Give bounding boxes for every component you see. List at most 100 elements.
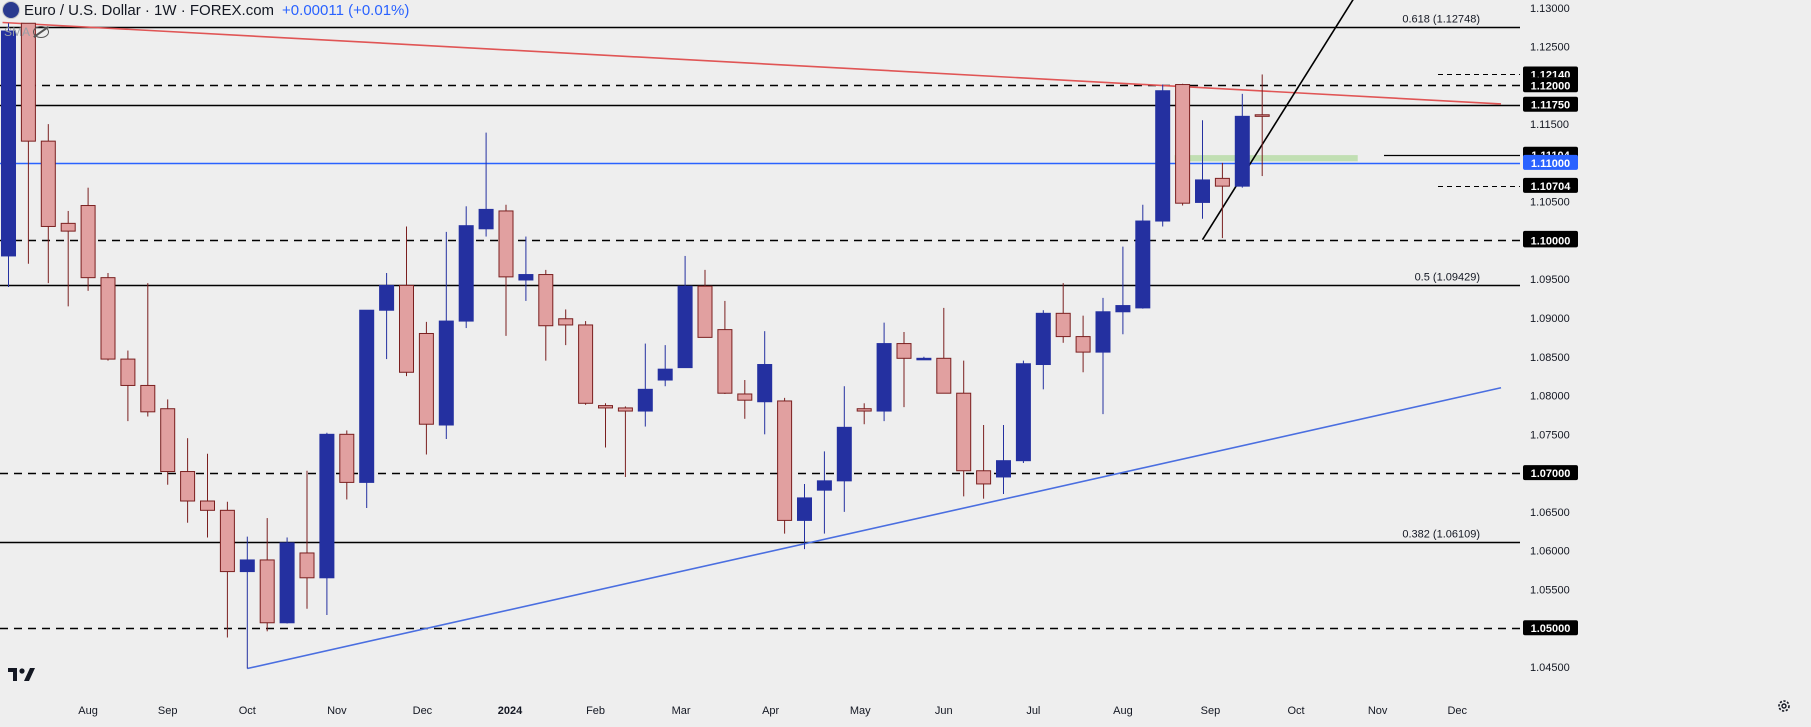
candle[interactable] <box>180 438 196 523</box>
eye-off-icon[interactable] <box>33 26 50 38</box>
candle[interactable] <box>876 322 892 422</box>
candle-body <box>438 320 454 426</box>
y-tick-label: 1.12500 <box>1530 42 1570 54</box>
trendline-2[interactable] <box>1201 0 1358 241</box>
candle[interactable] <box>617 406 633 477</box>
candle[interactable] <box>259 518 275 632</box>
candle[interactable] <box>518 236 534 301</box>
candle[interactable] <box>996 425 1011 495</box>
level-price-text: 1.12000 <box>1531 80 1571 92</box>
candle-body <box>1254 114 1270 117</box>
candle[interactable] <box>498 204 514 336</box>
candle[interactable] <box>478 132 494 237</box>
x-tick-label: Aug <box>1113 705 1133 717</box>
x-tick-label: Dec <box>1447 705 1467 717</box>
candle[interactable] <box>677 255 693 369</box>
candle[interactable] <box>1214 162 1230 239</box>
candle[interactable] <box>896 331 912 408</box>
candle[interactable] <box>1135 204 1151 309</box>
candle[interactable] <box>1254 74 1270 177</box>
candle[interactable] <box>1115 246 1131 335</box>
candle[interactable] <box>200 453 215 538</box>
candle[interactable] <box>1195 120 1210 219</box>
candle-body <box>1155 90 1171 222</box>
candle[interactable] <box>279 537 295 624</box>
candle-body <box>757 364 773 403</box>
x-tick-label: Oct <box>1287 705 1304 717</box>
candle[interactable] <box>797 483 812 550</box>
candle[interactable] <box>1 23 16 287</box>
y-tick-label: 1.06000 <box>1530 546 1570 558</box>
candle-body <box>816 480 832 491</box>
candle[interactable] <box>936 307 952 394</box>
x-tick-label: 2024 <box>498 705 523 717</box>
gear-icon[interactable] <box>1776 698 1792 714</box>
candle[interactable] <box>100 272 116 361</box>
candle[interactable] <box>40 124 56 284</box>
candle[interactable] <box>657 345 673 387</box>
tradingview-logo-icon[interactable] <box>8 667 38 683</box>
candle[interactable] <box>777 397 793 534</box>
candle[interactable] <box>956 360 972 497</box>
candle[interactable] <box>458 206 474 329</box>
candle[interactable] <box>418 321 434 455</box>
candle[interactable] <box>598 403 613 448</box>
candle[interactable] <box>1055 283 1071 343</box>
candle-body <box>299 552 315 579</box>
candle[interactable] <box>239 536 255 669</box>
candle-body <box>339 433 355 483</box>
candle[interactable] <box>80 187 96 291</box>
candle-body <box>657 368 673 381</box>
candle[interactable] <box>1234 93 1250 188</box>
candle[interactable] <box>697 269 713 338</box>
candle-body <box>200 500 215 511</box>
candle[interactable] <box>578 321 594 405</box>
candle[interactable] <box>916 356 932 361</box>
x-tick-label: Jun <box>935 705 953 717</box>
candle[interactable] <box>856 403 872 425</box>
x-tick-label: Mar <box>672 705 691 717</box>
candle-body <box>359 309 375 483</box>
trendline-0[interactable] <box>2 21 1502 105</box>
candle[interactable] <box>737 380 753 419</box>
candle[interactable] <box>399 226 414 377</box>
x-tick-label: Oct <box>239 705 256 717</box>
trendline-1[interactable] <box>247 386 1502 670</box>
candle-body <box>1135 220 1151 309</box>
candle[interactable] <box>757 331 773 435</box>
candle-body <box>836 426 852 482</box>
candle[interactable] <box>816 451 832 534</box>
candle[interactable] <box>359 309 375 508</box>
candle[interactable] <box>438 231 454 439</box>
candle[interactable] <box>120 350 136 422</box>
candle[interactable] <box>319 432 335 616</box>
candle[interactable] <box>339 430 355 500</box>
y-tick-label: 1.05500 <box>1530 584 1570 596</box>
support-zone[interactable] <box>1174 155 1358 162</box>
candle[interactable] <box>299 470 315 609</box>
candle[interactable] <box>1015 360 1031 464</box>
candle[interactable] <box>140 283 156 417</box>
candle-body <box>140 384 156 413</box>
candle[interactable] <box>1175 83 1191 206</box>
candle[interactable] <box>717 300 733 394</box>
candle[interactable] <box>538 269 554 361</box>
candle[interactable] <box>60 210 76 307</box>
candle[interactable] <box>379 272 395 360</box>
candle[interactable] <box>160 399 176 485</box>
sma-indicator[interactable]: SMA <box>4 25 50 39</box>
candle[interactable] <box>836 386 852 512</box>
candle[interactable] <box>20 22 36 264</box>
candle[interactable] <box>1035 310 1051 390</box>
candle[interactable] <box>976 425 992 499</box>
candle[interactable] <box>637 343 653 427</box>
symbol-title[interactable]: Euro / U.S. Dollar · 1W · FOREX.com <box>24 1 275 19</box>
candle-body <box>558 318 574 326</box>
candle[interactable] <box>1095 297 1111 415</box>
candle[interactable] <box>558 309 574 346</box>
candle[interactable] <box>219 501 235 638</box>
candle[interactable] <box>1155 84 1171 227</box>
candle[interactable] <box>1075 315 1091 373</box>
